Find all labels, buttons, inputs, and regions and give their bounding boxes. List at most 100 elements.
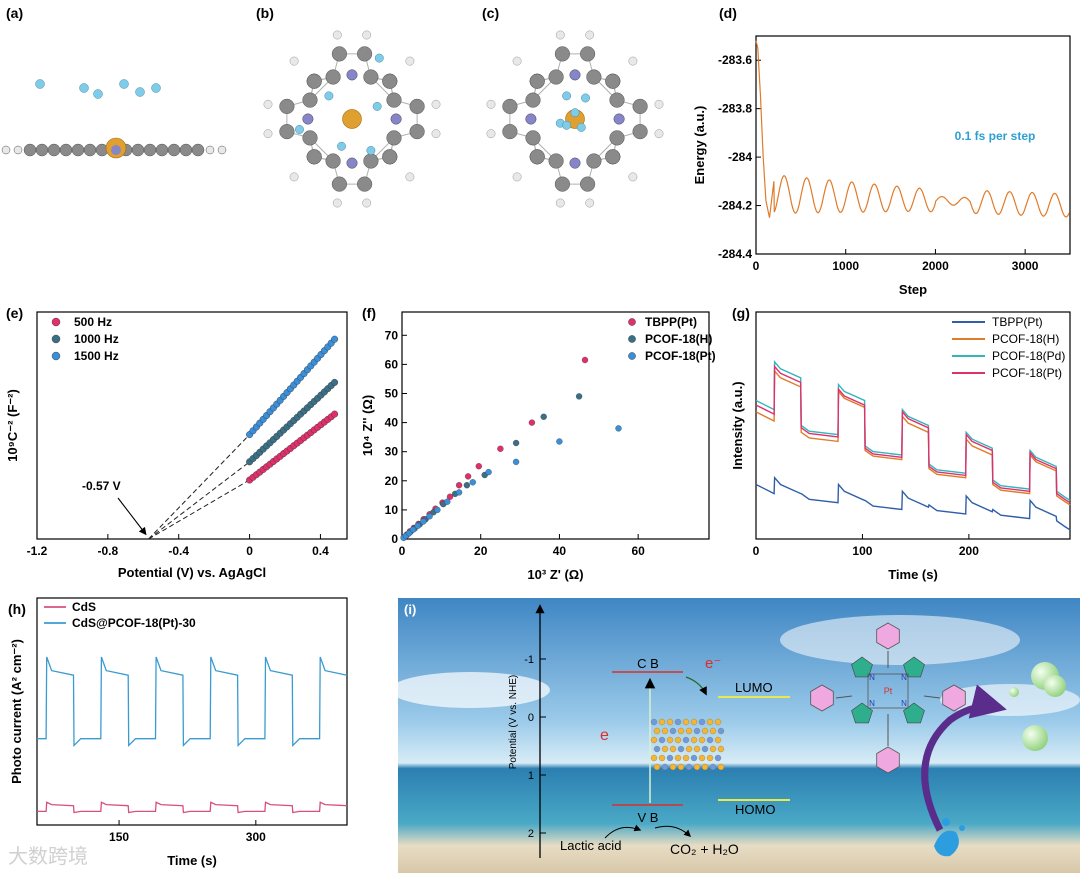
panel-label-h: (h)	[8, 601, 26, 617]
homo-label: HOMO	[735, 802, 775, 817]
cof-atom	[682, 754, 690, 762]
x-tick-label: 3000	[1012, 259, 1039, 273]
legend-label: PCOF-18(Pd)	[992, 349, 1065, 363]
carbon-atom	[605, 73, 621, 89]
nitrogen-atom	[346, 69, 358, 81]
carbon-atom	[580, 176, 596, 192]
reactant-label: Lactic acid	[560, 838, 621, 853]
adsorbate-atom	[35, 79, 45, 89]
hydrogen-atom	[205, 145, 215, 155]
data-point-tbpppt	[475, 463, 482, 470]
carbon-atom	[386, 92, 402, 108]
cof-atom	[674, 754, 682, 762]
hydrogen-atom	[486, 99, 496, 109]
data-point-pcof-18pt	[414, 522, 421, 530]
legend-label: PCOF-18(Pt)	[645, 349, 716, 363]
x-axis-label: Potential (V) vs. AgAgCl	[118, 565, 266, 580]
carbon-atom	[302, 92, 318, 108]
cof-atom	[706, 736, 714, 744]
adsorbate-atom	[570, 108, 580, 118]
hydrogen-atom	[362, 198, 372, 208]
series-line-tbpppt	[755, 475, 1071, 531]
cof-atom	[693, 745, 701, 753]
carbon-atom	[325, 69, 341, 85]
cof-atom	[650, 754, 658, 762]
vb-label: V B	[638, 810, 659, 825]
legend-marker	[628, 318, 636, 326]
schematic-panel-i: (i) -1 0 1 2 Potential (V vs. NHE) C B V…	[390, 598, 1080, 873]
nitrogen-label: N	[869, 673, 875, 682]
y-axis-label: Photo current (A² cm⁻²)	[9, 639, 24, 784]
y-tick-label: 50	[385, 386, 399, 400]
product-label: CO₂ + H₂O	[670, 841, 739, 857]
plot-frame	[36, 311, 348, 540]
hydrogen-atom	[486, 129, 496, 139]
data-point-tbpppt	[446, 493, 454, 500]
y-tick-label: 30	[385, 445, 399, 459]
carbon-atom	[357, 176, 373, 192]
plot-frame	[755, 311, 1071, 540]
cof-atom	[677, 763, 685, 771]
adsorbate-atom	[324, 91, 334, 101]
legend-label: PCOF-18(H)	[645, 332, 712, 346]
carbon-atom	[179, 143, 193, 157]
carbon-atom	[131, 143, 145, 157]
x-tick-label: 150	[109, 830, 129, 844]
cof-atom	[693, 727, 701, 735]
pyrrole-ring	[851, 656, 873, 678]
legend-label: CdS	[72, 600, 96, 614]
cof-atom	[706, 718, 714, 726]
cof-atom	[698, 736, 706, 744]
data-point-pcof-18pt	[469, 479, 476, 486]
nitrogen-atom	[111, 145, 121, 155]
legend-label: 500 Hz	[74, 315, 112, 329]
cof-atom	[658, 736, 666, 744]
carbon-atom	[386, 130, 402, 146]
y-tick-label: 60	[385, 357, 399, 371]
carbon-atom	[525, 92, 541, 108]
chart-d-energy: 0 1000 2000 3000 -283.6 -283.8 -284 -284.2 -284.…	[692, 35, 1071, 297]
data-point-pcof-18pt	[615, 425, 622, 432]
cof-atom	[693, 763, 701, 771]
legend-marker	[628, 335, 636, 343]
nitrogen-atom	[613, 113, 625, 125]
cof-atom	[669, 763, 677, 771]
x-tick-label: 0.4	[312, 544, 329, 558]
cof-atom	[666, 718, 674, 726]
x-axis-label: Time (s)	[888, 567, 938, 582]
carbon-atom	[554, 176, 571, 192]
extrapolation-line	[148, 434, 250, 540]
carbon-atom	[71, 143, 85, 157]
cof-atom	[685, 745, 693, 753]
carbon-atom	[529, 149, 545, 165]
legend-marker	[51, 317, 61, 327]
data-point-pcof-18h	[512, 439, 520, 447]
bond	[835, 695, 853, 699]
extrapolation-line	[148, 461, 250, 540]
cloud	[390, 672, 550, 708]
cof-atom	[706, 754, 714, 762]
carbon-atom	[167, 143, 181, 157]
platinum-atom	[342, 109, 362, 129]
hydrogen-atom	[289, 56, 299, 66]
carbon-atom	[586, 153, 602, 169]
nitrogen-atom	[569, 69, 581, 81]
hydrogen-atom	[332, 198, 342, 208]
carbon-atom	[605, 149, 621, 165]
x-tick-label: 300	[246, 830, 266, 844]
carbon-atom	[609, 92, 625, 108]
cloud	[780, 615, 1020, 665]
hydrogen-atom	[405, 56, 415, 66]
cof-atom	[653, 763, 661, 771]
y-tick-label: -283.8	[718, 102, 752, 116]
carbon-atom	[279, 98, 295, 115]
hydrogen-atom	[263, 99, 273, 109]
panel-label-a: (a)	[6, 5, 23, 21]
x-axis-label: Step	[899, 282, 927, 297]
data-point-500-hz	[331, 410, 339, 418]
carbon-atom	[609, 130, 625, 146]
adsorbate-atom	[151, 83, 161, 93]
data-point-pcof-18h	[463, 482, 471, 489]
molecule-top-view-c	[486, 30, 664, 208]
cof-atom	[669, 727, 677, 735]
